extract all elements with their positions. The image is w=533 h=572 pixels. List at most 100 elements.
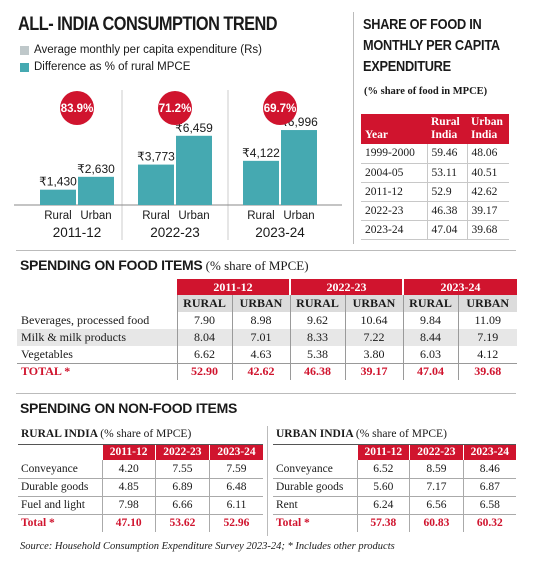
- share-title-line: SHARE OF FOOD IN: [363, 16, 482, 33]
- bar-value-label: ₹6,459: [175, 121, 213, 135]
- table-row: Durable goods 5.60 7.17 6.87: [273, 478, 516, 497]
- table-row: Vegetables 6.62 4.63 5.38 3.80 6.03 4.12: [17, 346, 517, 363]
- rural-caption-note: (% share of MPCE): [100, 428, 192, 441]
- value-cell: 6.11: [208, 496, 263, 515]
- value-cell: 5.38: [289, 346, 345, 363]
- item-cell: Conveyance: [273, 460, 357, 479]
- table-row: Fuel and light 7.98 6.66 6.11: [18, 496, 263, 515]
- chart-title: ALL- INDIA CONSUMPTION TREND: [18, 14, 278, 35]
- rural-nonfood-table: RURAL INDIA (% share of MPCE) 2011-12 20…: [18, 425, 263, 532]
- value-cell: 3.80: [344, 346, 403, 363]
- item-cell: Durable goods: [273, 478, 357, 497]
- year-cell: 2022-23: [361, 201, 427, 221]
- item-cell: Total *: [21, 517, 55, 530]
- share-table: Year Rural India Urban India 1999-2000 59…: [361, 114, 509, 240]
- value-cell: 6.89: [154, 478, 210, 497]
- food-year-header: 2011-12: [177, 279, 290, 295]
- share-title-line: EXPENDITURE: [363, 58, 451, 75]
- bar-value-label: ₹2,630: [77, 162, 115, 176]
- value-cell: 42.62: [231, 362, 290, 380]
- urban-cell: 40.51: [466, 163, 509, 183]
- value-cell: 53.62: [154, 514, 210, 532]
- series-label: Urban: [283, 210, 314, 222]
- food-header-blank: [17, 295, 177, 312]
- share-header-rural-l1: Rural: [431, 116, 460, 128]
- food-title-sub: (% share of MPCE): [205, 258, 309, 273]
- share-header-year: Year: [361, 114, 427, 144]
- bar-value-label: ₹1,430: [39, 175, 77, 189]
- value-cell: 7.22: [344, 329, 403, 346]
- urban-cell: 39.17: [466, 201, 509, 221]
- value-cell: 7.59: [208, 460, 263, 479]
- value-cell: 6.03: [402, 346, 458, 363]
- urban-caption-note: (% share of MPCE): [355, 428, 447, 441]
- difference-badge: [263, 91, 297, 125]
- urban-cell: 48.06: [466, 144, 509, 164]
- food-sub-header: URBAN: [231, 295, 290, 312]
- legend-label: Difference as % of rural MPCE: [34, 61, 191, 73]
- difference-badge: [158, 91, 192, 125]
- urban-nonfood-table: URBAN INDIA (% share of MPCE) 2011-12 20…: [273, 425, 516, 532]
- legend-item-expenditure: Average monthly per capita expenditure (…: [20, 44, 262, 56]
- share-subtitle: (% share of food in MPCE): [364, 86, 488, 97]
- section-rule: [16, 393, 516, 394]
- food-title: SPENDING ON FOOD ITEMS (% share of MPCE): [20, 257, 309, 274]
- difference-label: 83.9%: [61, 103, 94, 115]
- bar-value-label: ₹4,122: [242, 146, 280, 160]
- rural-cell: 47.04: [426, 220, 467, 240]
- value-cell: 8.33: [289, 329, 345, 346]
- value-cell: 6.48: [208, 478, 263, 497]
- value-cell: 7.17: [409, 478, 464, 497]
- food-table: 2011-12 2022-23 2023-24 RURAL URBAN RURA…: [17, 279, 517, 380]
- total-row: Total * 57.38 60.83 60.32: [273, 514, 516, 532]
- share-title: SHARE OF FOOD IN MONTHLY PER CAPITA EXPE…: [363, 14, 508, 77]
- year-cell: 2004-05: [361, 163, 427, 183]
- table-row: 1999-2000 59.46 48.06: [361, 144, 509, 164]
- value-cell: 7.55: [154, 460, 210, 479]
- nf-year-header: 2022-23: [154, 444, 210, 460]
- rural-cell: 46.38: [426, 201, 467, 221]
- value-cell: 7.90: [176, 312, 232, 329]
- year-label: 2022-23: [150, 225, 200, 240]
- item-cell: Rent: [273, 496, 357, 515]
- food-year-header: 2023-24: [402, 279, 517, 295]
- series-label: Urban: [80, 210, 111, 222]
- table-row: Conveyance 4.20 7.55 7.59: [18, 460, 263, 479]
- value-cell: 4.85: [101, 478, 156, 497]
- value-cell: 5.60: [356, 478, 410, 497]
- nf-header-blank: [18, 444, 102, 460]
- food-year-header: 2022-23: [289, 279, 403, 295]
- table-row: Conveyance 6.52 8.59 8.46: [273, 460, 516, 479]
- rural-caption-main: RURAL INDIA: [21, 428, 98, 441]
- food-sub-header: RURAL: [289, 295, 345, 312]
- share-header-rural: Rural India: [427, 114, 467, 144]
- series-label: Rural: [44, 210, 71, 222]
- food-title-main: SPENDING ON FOOD ITEMS: [20, 257, 203, 273]
- urban-caption: URBAN INDIA (% share of MPCE): [273, 425, 516, 445]
- bar-urban: [78, 176, 114, 205]
- bar-value-label: ₹3,773: [137, 150, 175, 164]
- nf-year-header: 2011-12: [101, 444, 156, 460]
- value-cell: 60.83: [409, 514, 464, 532]
- value-cell: 7.01: [231, 329, 290, 346]
- item-cell: Total *: [276, 517, 310, 530]
- bar-rural: [138, 164, 174, 205]
- table-row: 2022-23 46.38 39.17: [361, 201, 509, 221]
- value-cell: 8.59: [409, 460, 464, 479]
- value-cell: 4.63: [231, 346, 290, 363]
- nonfood-title: SPENDING ON NON-FOOD ITEMS: [20, 400, 237, 416]
- table-row: 2011-12 52.9 42.62: [361, 182, 509, 202]
- year-label: 2023-24: [255, 225, 305, 240]
- series-label: Rural: [247, 210, 274, 222]
- rural-caption: RURAL INDIA (% share of MPCE): [18, 425, 263, 445]
- value-cell: 9.84: [402, 312, 458, 329]
- value-cell: 47.04: [402, 362, 458, 380]
- urban-caption-main: URBAN INDIA: [276, 428, 353, 441]
- bar-urban: [281, 130, 317, 205]
- value-cell: 46.38: [289, 362, 345, 380]
- table-row: Beverages, processed food 7.90 8.98 9.62 10.…: [17, 312, 517, 329]
- urban-cell: 39.68: [466, 220, 509, 240]
- nonfood-divider: [267, 426, 268, 536]
- nf-year-header: 2023-24: [208, 444, 263, 460]
- total-row: TOTAL * 52.90 42.62 46.38 39.17 47.04 39.68: [17, 362, 517, 380]
